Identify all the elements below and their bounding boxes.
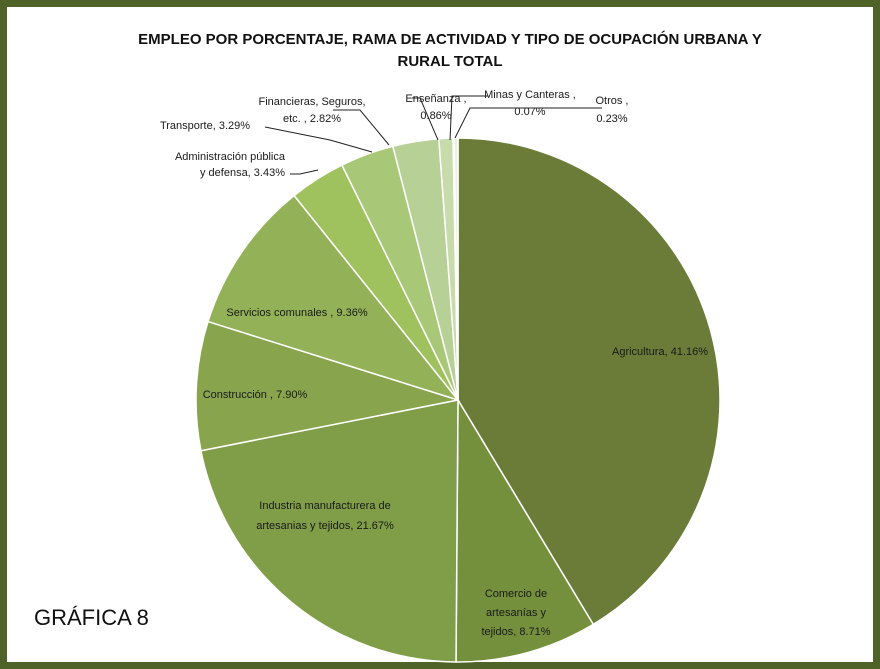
pie-slice <box>200 399 459 663</box>
leader-line <box>412 97 439 141</box>
data-label: Agricultura, 41.16% <box>612 346 708 358</box>
leader-line <box>449 95 488 141</box>
data-label: Otros , <box>595 95 628 107</box>
chart-title: RURAL TOTAL <box>398 53 503 70</box>
data-label: Transporte, 3.29% <box>160 120 250 132</box>
data-label: Administración pública <box>175 151 286 163</box>
pie-slice <box>457 137 721 626</box>
data-label: artesanías y <box>486 607 546 619</box>
leader-line <box>264 126 373 153</box>
leader-line <box>333 109 390 146</box>
pie-slice <box>207 194 461 402</box>
leader-line <box>454 107 602 139</box>
data-label: Industria manufacturera de <box>259 500 390 512</box>
data-label: etc. , 2.82% <box>283 113 341 125</box>
data-label: tejidos, 8.71% <box>481 626 550 638</box>
data-label: Minas y Canteras , <box>484 89 576 101</box>
leader-line <box>290 169 319 175</box>
caption: GRÁFICA 8 <box>34 605 149 630</box>
data-label: Comercio de <box>485 588 547 600</box>
chart-title: EMPLEO POR PORCENTAJE, RAMA DE ACTIVIDAD… <box>138 30 762 48</box>
data-label: y defensa, 3.43% <box>200 167 285 179</box>
pie <box>195 137 721 663</box>
data-label: 0.07% <box>514 106 545 118</box>
data-label: artesanias y tejidos, 21.67% <box>256 520 394 532</box>
pie-slice <box>453 137 459 401</box>
pie-slice <box>195 320 459 452</box>
data-label: 0.86% <box>420 110 451 122</box>
data-label: 0.23% <box>596 113 627 125</box>
pie-slice <box>455 397 595 663</box>
data-label: Servicios comunales , 9.36% <box>226 307 367 319</box>
data-label: Enseñanza , <box>405 93 466 105</box>
labels: Agricultura, 41.16% Comercio de artesanías… <box>160 89 708 638</box>
data-label: Construcción , 7.90% <box>203 389 308 401</box>
data-label: Financieras, Seguros, <box>259 96 366 108</box>
